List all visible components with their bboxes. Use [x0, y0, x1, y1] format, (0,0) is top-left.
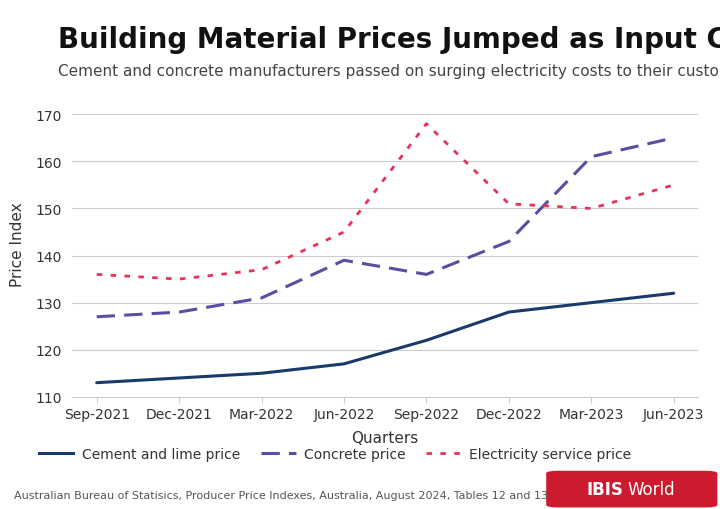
- Text: Building Material Prices Jumped as Input Costs Climbed: Building Material Prices Jumped as Input…: [58, 25, 720, 53]
- FancyBboxPatch shape: [546, 471, 717, 507]
- Text: Cement and concrete manufacturers passed on surging electricity costs to their c: Cement and concrete manufacturers passed…: [58, 64, 720, 78]
- Text: World: World: [627, 480, 675, 498]
- X-axis label: Quarters: Quarters: [351, 430, 419, 445]
- Text: IBIS: IBIS: [586, 480, 623, 498]
- Y-axis label: Price Index: Price Index: [9, 202, 24, 287]
- Text: Australian Bureau of Statisics, Producer Price Indexes, Australia, August 2024, : Australian Bureau of Statisics, Producer…: [14, 490, 549, 500]
- Legend: Cement and lime price, Concrete price, Electricity service price: Cement and lime price, Concrete price, E…: [33, 441, 637, 466]
